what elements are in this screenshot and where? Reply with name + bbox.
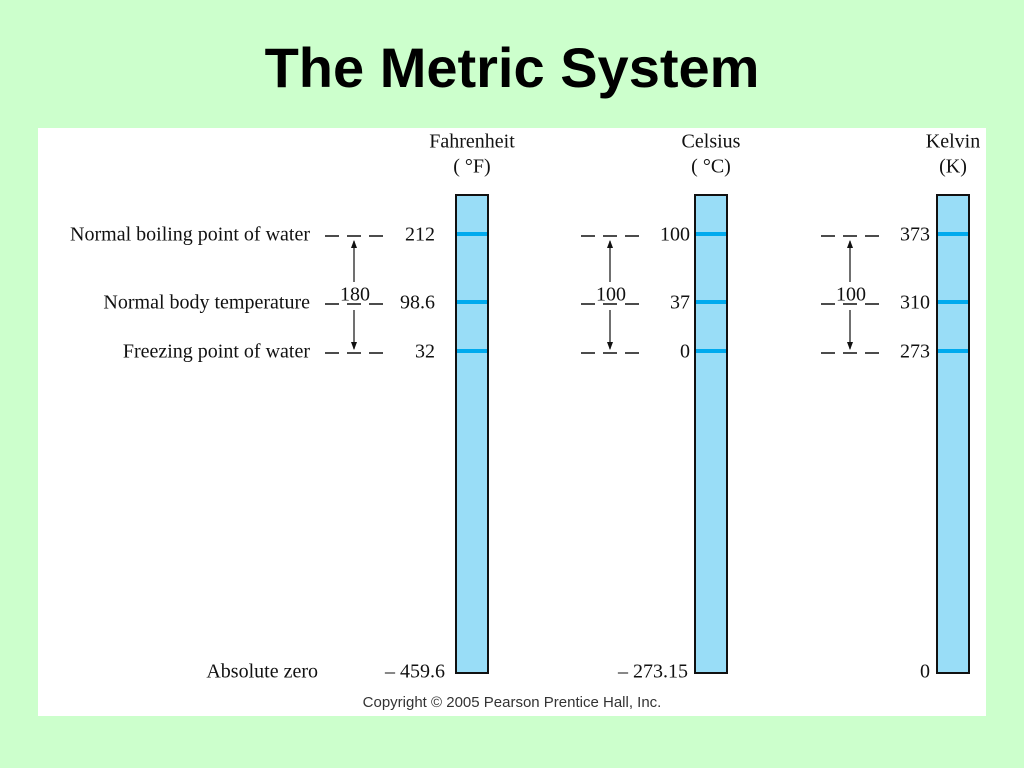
thermometer — [455, 194, 489, 674]
copyright: Copyright © 2005 Pearson Prentice Hall, … — [363, 694, 662, 711]
thermometer — [694, 194, 728, 674]
difference-label: 180 — [340, 284, 370, 306]
arrow-head — [847, 342, 853, 350]
scale-name: Celsius — [682, 131, 741, 153]
scale-name: Fahrenheit — [429, 131, 515, 153]
arrow-head — [607, 342, 613, 350]
scale-name: Kelvin — [926, 131, 980, 153]
scale-value: 98.6 — [400, 292, 435, 314]
scale-value: 373 — [900, 224, 930, 246]
arrow-head — [351, 240, 357, 248]
reference-label: Freezing point of water — [123, 341, 310, 363]
scale-unit: ( °F) — [453, 156, 490, 178]
scale-value: 32 — [415, 341, 435, 363]
figure-panel — [38, 128, 986, 716]
arrow-head — [607, 240, 613, 248]
scale-value: 212 — [405, 224, 435, 246]
scale-value: 100 — [660, 224, 690, 246]
reference-label: Absolute zero — [206, 661, 318, 683]
scale-unit: (K) — [939, 156, 967, 178]
arrow-head — [847, 240, 853, 248]
reference-label: Normal boiling point of water — [70, 224, 310, 246]
scale-value: 273 — [900, 341, 930, 363]
scale-value: 37 — [670, 292, 690, 314]
scale-value: 0 — [920, 661, 930, 683]
scale-unit: ( °C) — [691, 156, 731, 178]
scale-value: 310 — [900, 292, 930, 314]
scale-value: – 273.15 — [617, 661, 688, 683]
arrow-head — [351, 342, 357, 350]
slide-title: The Metric System — [265, 36, 760, 99]
difference-label: 100 — [836, 284, 866, 306]
reference-label: Normal body temperature — [103, 292, 310, 314]
thermometer — [936, 194, 970, 674]
scale-value: – 459.6 — [384, 661, 445, 683]
thermometer-figure: Normal boiling point of water Normal body… — [70, 131, 980, 683]
difference-label: 100 — [596, 284, 626, 306]
scale-value: 0 — [680, 341, 690, 363]
